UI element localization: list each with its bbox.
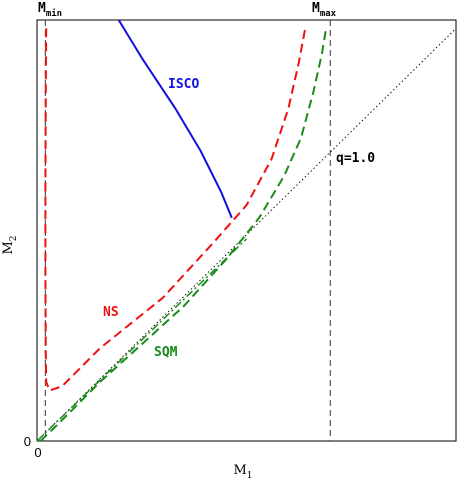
x-tick-label: 0 (34, 445, 41, 460)
series-line-sqm-diagonal (36, 238, 248, 442)
series-line-sqm (39, 28, 328, 442)
isco-label: ISCO (168, 77, 199, 92)
plot-frame (36, 19, 457, 442)
m-min-label: Mmin (38, 1, 62, 19)
series-line-ns (44, 28, 307, 392)
series-layer (36, 19, 328, 442)
y-tick-label: 0 (24, 434, 31, 449)
y-axis-label: M2 (1, 235, 19, 254)
q-ratio-label: q=1.0 (336, 151, 375, 166)
series-line-isco (117, 19, 233, 219)
ns-label: NS (103, 305, 119, 320)
m-max-label: Mmax (312, 1, 337, 19)
equal-mass-line (36, 28, 457, 442)
sqm-label: SQM (154, 345, 178, 360)
x-axis-label: M1 (233, 463, 252, 481)
